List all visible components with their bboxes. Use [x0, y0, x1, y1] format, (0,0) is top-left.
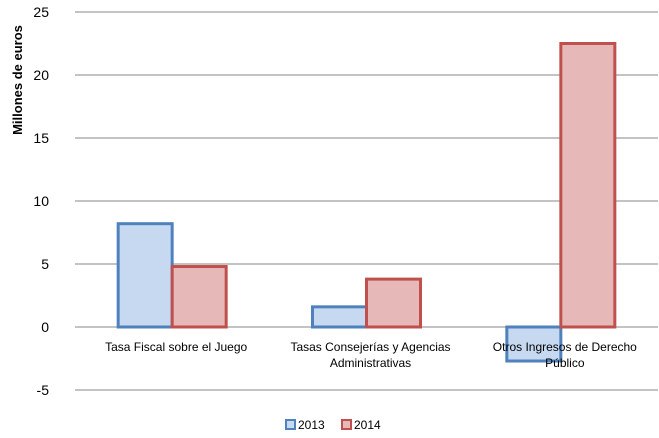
- y-tick-label: 15: [33, 130, 49, 146]
- bar-2014-2: [559, 42, 617, 329]
- y-tick-label: 10: [33, 193, 49, 209]
- bar-2014-0: [170, 265, 228, 329]
- legend-swatch-2014: [341, 419, 352, 430]
- y-tick-label: 0: [41, 319, 49, 335]
- y-axis-label: Millones de euros: [10, 25, 25, 135]
- y-axis-tick-labels: -5 0 5 10 15 20 25: [33, 4, 49, 398]
- legend-label-2014: 2014: [354, 418, 381, 432]
- bars: [116, 42, 617, 363]
- category-label: Tasa Fiscal sobre el Juego: [105, 340, 247, 354]
- category-label: Otros Ingresos de Derecho: [493, 340, 637, 354]
- y-tick-label: 20: [33, 67, 49, 83]
- category-label: Administrativas: [330, 356, 411, 370]
- category-label: Público: [545, 356, 585, 370]
- bar-2013-0: [116, 222, 174, 329]
- legend-label-2013: 2013: [298, 418, 325, 432]
- bar-2013-1: [311, 305, 368, 329]
- y-tick-label: 5: [41, 256, 49, 272]
- legend-swatch-2013: [285, 419, 296, 430]
- bar-2014-1: [365, 277, 422, 329]
- category-labels: Tasa Fiscal sobre el Juego Tasas Consejer…: [105, 340, 637, 370]
- legend: 2013 2014: [285, 418, 381, 432]
- y-tick-label: 25: [33, 4, 49, 20]
- y-tick-label: -5: [37, 382, 50, 398]
- category-label: Tasas Consejerías y Agencias: [290, 340, 450, 354]
- bar-2013-2: [505, 325, 563, 363]
